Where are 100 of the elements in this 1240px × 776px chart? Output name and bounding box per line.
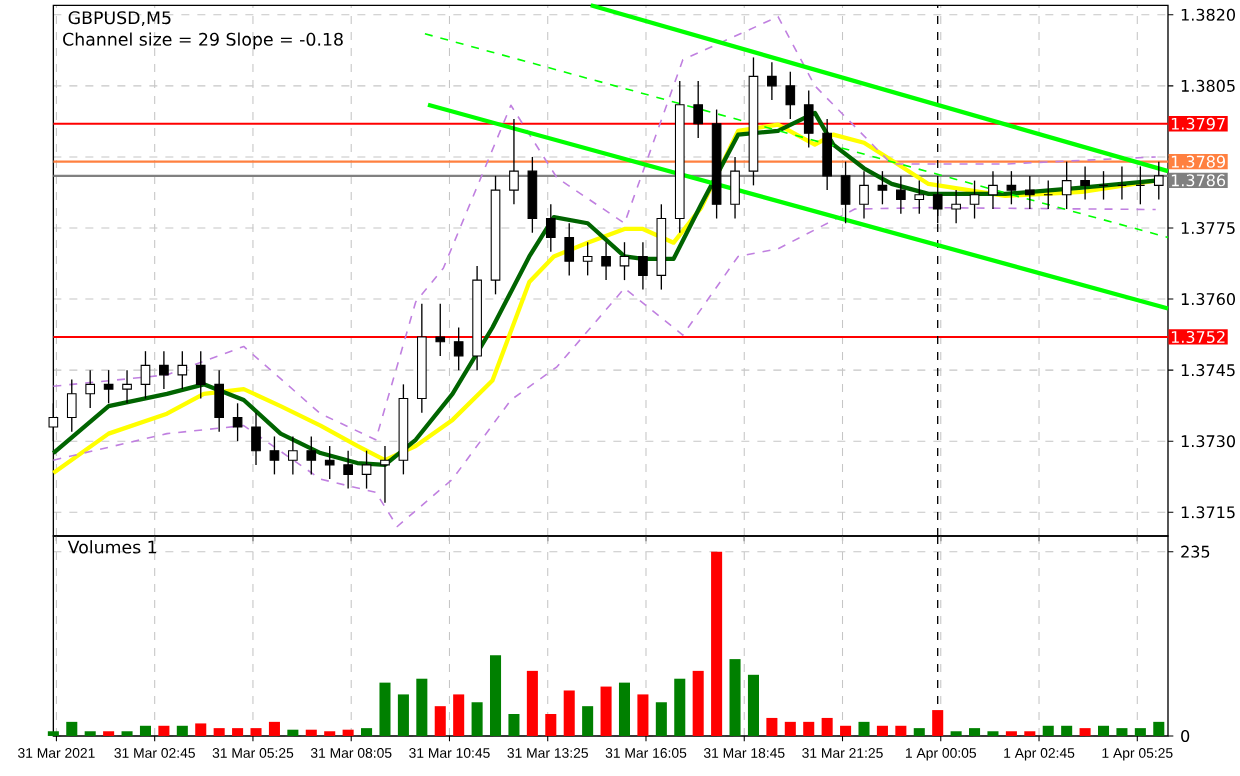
bar — [1134, 728, 1146, 736]
candlestick — [324, 445, 335, 480]
bar — [416, 678, 428, 736]
candlestick — [361, 450, 372, 490]
candlestick — [896, 175, 906, 215]
bar — [1079, 728, 1091, 736]
bar — [637, 694, 649, 736]
bar — [655, 702, 667, 736]
candlestick — [103, 369, 114, 404]
bar — [545, 714, 557, 736]
candlestick — [380, 445, 390, 504]
bar — [895, 725, 907, 736]
candlestick — [859, 170, 869, 220]
bar — [600, 686, 612, 736]
text: Channel size = 29 Slope = -0.18 — [63, 32, 343, 50]
candlestick — [453, 326, 464, 371]
bar — [840, 725, 852, 736]
candlestick — [785, 70, 796, 120]
candlestick — [1024, 175, 1035, 210]
bar — [784, 721, 796, 736]
candlestick — [988, 170, 998, 210]
bar — [342, 729, 354, 736]
bar — [508, 714, 520, 736]
bar — [397, 694, 409, 736]
candlestick — [251, 412, 261, 466]
bar — [526, 670, 538, 736]
y-tick-label: 1.3820 — [1181, 8, 1235, 21]
candlestick — [85, 369, 96, 409]
bar — [711, 551, 723, 736]
y-tick-label: 0 — [1181, 729, 1190, 742]
candlestick — [1006, 170, 1017, 205]
chart-title: Volumes 1 — [67, 540, 157, 554]
candlestick — [527, 156, 538, 234]
candlestick — [693, 80, 704, 139]
candlestick — [582, 241, 593, 277]
candlestick — [951, 189, 961, 224]
candlestick — [232, 402, 243, 442]
bar — [232, 728, 244, 736]
ref-line-label: 1.3789 — [1171, 155, 1225, 168]
bar — [876, 725, 888, 736]
candlestick — [140, 350, 151, 400]
candlestick — [195, 350, 206, 400]
bar — [582, 706, 594, 736]
bar — [361, 728, 373, 736]
ref-line-label: 1.3752 — [1171, 330, 1225, 344]
bar — [1153, 721, 1165, 736]
bar — [821, 717, 833, 736]
candlestick — [914, 179, 925, 215]
candlestick — [840, 161, 851, 224]
bar — [489, 655, 502, 736]
y-tick-label: 1.3730 — [1181, 435, 1235, 448]
bar — [563, 690, 575, 736]
candlestick — [1080, 165, 1090, 201]
y-tick-label: 1.3775 — [1181, 221, 1235, 235]
y-tick-label: 1.3760 — [1181, 293, 1235, 306]
candlestick — [214, 369, 225, 433]
bar — [766, 717, 778, 736]
bar — [969, 728, 981, 736]
candlestick — [969, 179, 980, 220]
bar — [618, 682, 631, 736]
bar — [471, 702, 483, 736]
bar — [858, 721, 870, 736]
y-tick-label: 235 — [1181, 545, 1210, 558]
ref-line-label: 1.3786 — [1171, 174, 1226, 187]
bar — [268, 721, 280, 736]
candlestick — [509, 118, 519, 205]
candlestick — [564, 222, 575, 277]
bar — [213, 728, 225, 736]
bar — [692, 670, 704, 736]
candlestick — [767, 61, 777, 101]
bar — [1061, 725, 1073, 736]
candlestick — [177, 350, 188, 390]
candlestick — [877, 170, 888, 205]
candlestick — [269, 435, 280, 476]
bar — [195, 723, 207, 736]
bar — [453, 694, 465, 736]
bar — [379, 682, 391, 736]
candlestick — [343, 450, 353, 490]
candlestick — [545, 203, 556, 253]
candlestick — [822, 118, 832, 191]
line-series — [52, 15, 1157, 441]
y-tick-label: 1.3805 — [1181, 79, 1235, 92]
bar — [913, 728, 925, 736]
candlestick — [638, 241, 648, 291]
ref-line-label: 1.3797 — [1171, 117, 1225, 130]
candlestick — [159, 350, 169, 390]
candlestick — [601, 241, 611, 281]
y-tick-label: 1.3745 — [1181, 364, 1235, 377]
bar — [139, 725, 151, 736]
candlestick — [1153, 161, 1164, 201]
candlestick — [288, 435, 298, 476]
candlestick — [619, 241, 630, 281]
bar — [66, 721, 78, 736]
candlestick — [730, 156, 740, 220]
bar — [287, 729, 299, 736]
bar — [1116, 728, 1128, 736]
candlestick — [306, 435, 317, 476]
bar — [305, 729, 317, 736]
candlestick — [122, 369, 132, 404]
bar — [674, 678, 686, 736]
